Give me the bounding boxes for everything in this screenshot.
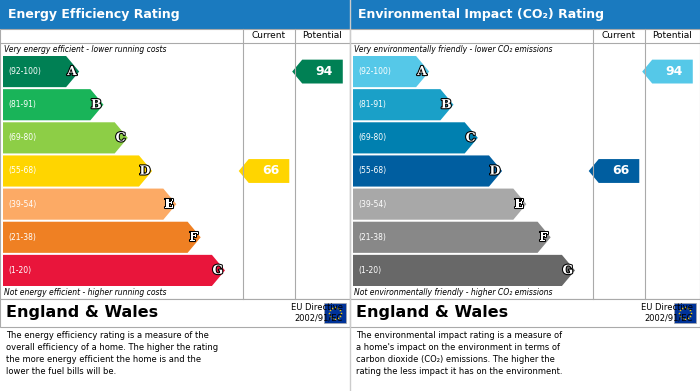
Text: (81-91): (81-91) — [8, 100, 36, 109]
Polygon shape — [3, 156, 152, 187]
Polygon shape — [353, 156, 502, 187]
Text: The energy efficiency rating is a measure of the
overall efficiency of a home. T: The energy efficiency rating is a measur… — [6, 331, 218, 377]
Text: Potential: Potential — [302, 32, 342, 41]
Bar — [0, 0, 350, 29]
Text: (92-100): (92-100) — [8, 67, 41, 76]
Text: The environmental impact rating is a measure of
a home's impact on the environme: The environmental impact rating is a mea… — [356, 331, 563, 377]
Text: 66: 66 — [612, 165, 630, 178]
Text: (1-20): (1-20) — [358, 266, 381, 275]
Text: 66: 66 — [262, 165, 280, 178]
Text: (21-38): (21-38) — [358, 233, 386, 242]
Text: (92-100): (92-100) — [358, 67, 391, 76]
Text: (55-68): (55-68) — [358, 167, 386, 176]
Text: A: A — [417, 65, 427, 78]
Text: 94: 94 — [316, 65, 333, 78]
Text: G: G — [563, 264, 573, 277]
Bar — [350, 29, 700, 299]
Text: Very environmentally friendly - lower CO₂ emissions: Very environmentally friendly - lower CO… — [354, 45, 552, 54]
Text: Potential: Potential — [652, 32, 692, 41]
Polygon shape — [3, 122, 128, 153]
Text: C: C — [116, 131, 125, 144]
Text: EU Directive
2002/91/EC: EU Directive 2002/91/EC — [641, 303, 693, 323]
Text: England & Wales: England & Wales — [356, 305, 508, 321]
Text: G: G — [213, 264, 223, 277]
Text: E: E — [164, 197, 174, 211]
Polygon shape — [589, 159, 639, 183]
Text: Energy Efficiency Rating: Energy Efficiency Rating — [8, 8, 180, 21]
Text: F: F — [189, 231, 198, 244]
Text: C: C — [466, 131, 475, 144]
Text: D: D — [489, 165, 500, 178]
Text: A: A — [67, 65, 77, 78]
Polygon shape — [292, 60, 343, 84]
Text: (55-68): (55-68) — [8, 167, 36, 176]
Polygon shape — [3, 188, 176, 220]
Polygon shape — [3, 255, 225, 286]
Text: B: B — [91, 98, 101, 111]
Polygon shape — [353, 89, 454, 120]
Text: (21-38): (21-38) — [8, 233, 36, 242]
Text: EU Directive
2002/91/EC: EU Directive 2002/91/EC — [291, 303, 343, 323]
Text: England & Wales: England & Wales — [6, 305, 158, 321]
Text: F: F — [539, 231, 548, 244]
Polygon shape — [353, 222, 551, 253]
Text: D: D — [139, 165, 150, 178]
Text: Current: Current — [602, 32, 636, 41]
Text: (81-91): (81-91) — [358, 100, 386, 109]
Text: E: E — [514, 197, 524, 211]
Text: Not environmentally friendly - higher CO₂ emissions: Not environmentally friendly - higher CO… — [354, 288, 552, 297]
Polygon shape — [3, 222, 201, 253]
Text: Environmental Impact (CO₂) Rating: Environmental Impact (CO₂) Rating — [358, 8, 604, 21]
Polygon shape — [353, 56, 429, 87]
Text: Very energy efficient - lower running costs: Very energy efficient - lower running co… — [4, 45, 167, 54]
Bar — [674, 303, 696, 323]
Text: (39-54): (39-54) — [8, 200, 36, 209]
Polygon shape — [3, 89, 104, 120]
Polygon shape — [353, 122, 478, 153]
Polygon shape — [642, 60, 693, 84]
Text: Current: Current — [252, 32, 286, 41]
Polygon shape — [353, 188, 526, 220]
Text: (1-20): (1-20) — [8, 266, 31, 275]
Polygon shape — [239, 159, 289, 183]
Text: (69-80): (69-80) — [358, 133, 386, 142]
Text: Not energy efficient - higher running costs: Not energy efficient - higher running co… — [4, 288, 167, 297]
Text: (39-54): (39-54) — [358, 200, 386, 209]
Text: B: B — [441, 98, 452, 111]
Bar — [350, 299, 700, 327]
Polygon shape — [353, 255, 575, 286]
Text: 94: 94 — [666, 65, 683, 78]
Polygon shape — [3, 56, 79, 87]
Bar — [350, 0, 700, 29]
Bar — [0, 299, 350, 327]
Bar — [0, 29, 350, 299]
Bar — [324, 303, 346, 323]
Text: (69-80): (69-80) — [8, 133, 36, 142]
